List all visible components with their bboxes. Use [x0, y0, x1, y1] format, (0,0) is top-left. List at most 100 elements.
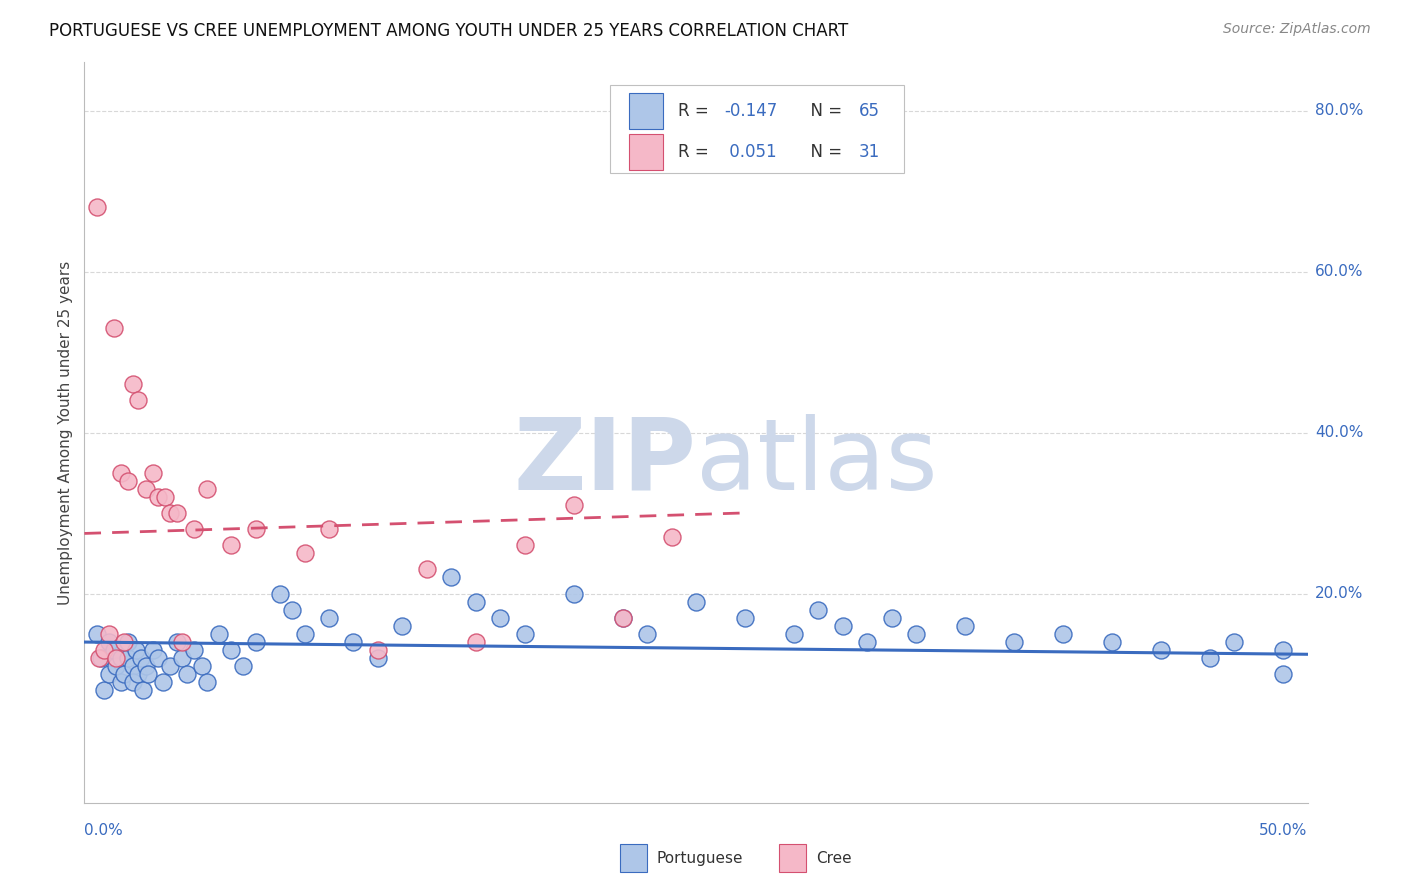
- Text: ZIP: ZIP: [513, 414, 696, 511]
- Point: [191, 659, 214, 673]
- Point: [93, 643, 115, 657]
- Text: 20.0%: 20.0%: [1315, 586, 1364, 601]
- Point: [953, 619, 976, 633]
- Text: R =: R =: [678, 103, 714, 120]
- Text: Source: ZipAtlas.com: Source: ZipAtlas.com: [1223, 22, 1371, 37]
- Point: [245, 522, 267, 536]
- Point: [807, 602, 830, 616]
- Point: [110, 466, 132, 480]
- Text: 31: 31: [859, 143, 880, 161]
- Point: [831, 619, 853, 633]
- Text: R =: R =: [678, 143, 714, 161]
- FancyBboxPatch shape: [610, 85, 904, 173]
- Point: [112, 667, 135, 681]
- Point: [183, 522, 205, 536]
- Point: [152, 675, 174, 690]
- Point: [110, 675, 132, 690]
- Point: [97, 627, 120, 641]
- Point: [142, 643, 165, 657]
- Point: [612, 610, 634, 624]
- Point: [562, 498, 585, 512]
- Point: [90, 651, 112, 665]
- Point: [612, 610, 634, 624]
- Point: [1002, 635, 1025, 649]
- Point: [281, 602, 304, 616]
- Point: [513, 627, 536, 641]
- Point: [318, 522, 340, 536]
- Point: [105, 651, 128, 665]
- Point: [122, 675, 145, 690]
- Point: [195, 482, 218, 496]
- Text: -0.147: -0.147: [724, 103, 778, 120]
- Point: [86, 200, 108, 214]
- Point: [367, 651, 389, 665]
- Point: [464, 594, 486, 608]
- Point: [132, 683, 155, 698]
- Point: [734, 610, 756, 624]
- Text: atlas: atlas: [696, 414, 938, 511]
- Point: [135, 482, 157, 496]
- Point: [146, 490, 169, 504]
- Bar: [628, 134, 664, 169]
- Point: [159, 506, 181, 520]
- Point: [97, 635, 120, 649]
- Point: [208, 627, 231, 641]
- Text: N =: N =: [800, 143, 848, 161]
- Point: [880, 610, 903, 624]
- Text: PORTUGUESE VS CREE UNEMPLOYMENT AMONG YOUTH UNDER 25 YEARS CORRELATION CHART: PORTUGUESE VS CREE UNEMPLOYMENT AMONG YO…: [49, 22, 848, 40]
- Point: [172, 651, 194, 665]
- Point: [153, 490, 176, 504]
- Point: [166, 635, 188, 649]
- Point: [110, 651, 132, 665]
- Point: [440, 570, 463, 584]
- Point: [219, 643, 242, 657]
- Point: [117, 635, 139, 649]
- Point: [245, 635, 267, 649]
- Point: [269, 586, 291, 600]
- Point: [783, 627, 806, 641]
- Point: [97, 667, 120, 681]
- Point: [117, 474, 139, 488]
- Text: Portuguese: Portuguese: [657, 851, 744, 866]
- Text: 0.0%: 0.0%: [84, 823, 124, 838]
- Point: [905, 627, 928, 641]
- Point: [103, 643, 125, 657]
- Point: [127, 393, 149, 408]
- Point: [219, 538, 242, 552]
- Point: [464, 635, 486, 649]
- Text: 50.0%: 50.0%: [1260, 823, 1308, 838]
- Point: [135, 659, 157, 673]
- Point: [183, 643, 205, 657]
- Point: [122, 377, 145, 392]
- Point: [117, 651, 139, 665]
- Y-axis label: Unemployment Among Youth under 25 years: Unemployment Among Youth under 25 years: [58, 260, 73, 605]
- Point: [636, 627, 658, 641]
- Point: [166, 506, 188, 520]
- Point: [1052, 627, 1074, 641]
- Point: [93, 683, 115, 698]
- Point: [112, 635, 135, 649]
- Text: 0.051: 0.051: [724, 143, 776, 161]
- Bar: [628, 94, 664, 129]
- Text: N =: N =: [800, 103, 848, 120]
- Point: [294, 627, 316, 641]
- Point: [176, 667, 198, 681]
- Point: [125, 643, 148, 657]
- Text: 60.0%: 60.0%: [1315, 264, 1364, 279]
- Point: [391, 619, 413, 633]
- Point: [86, 627, 108, 641]
- Point: [856, 635, 879, 649]
- Point: [87, 651, 110, 665]
- Point: [136, 667, 159, 681]
- Text: Cree: Cree: [815, 851, 852, 866]
- Point: [232, 659, 254, 673]
- Point: [367, 643, 389, 657]
- Bar: [620, 844, 647, 872]
- Point: [1150, 643, 1173, 657]
- Point: [127, 667, 149, 681]
- Point: [129, 651, 152, 665]
- Point: [159, 659, 181, 673]
- Point: [1198, 651, 1220, 665]
- Point: [489, 610, 512, 624]
- Point: [562, 586, 585, 600]
